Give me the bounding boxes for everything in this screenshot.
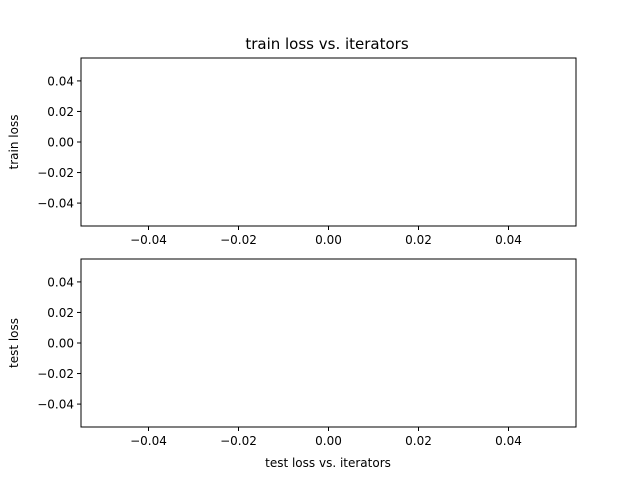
- train-loss-x-tick-label: −0.04: [130, 233, 167, 247]
- test-loss-x-tick-label: 0.02: [405, 434, 432, 448]
- train-loss-y-tick-label: 0.00: [47, 136, 74, 150]
- test-loss-y-tick-label: 0.00: [47, 337, 74, 351]
- train-loss-title: train loss vs. iterators: [245, 35, 409, 53]
- test-loss-subplot: test loss test loss vs. iterators −0.04−…: [7, 258, 577, 470]
- test-loss-x-tick-label: 0.00: [315, 434, 342, 448]
- train-loss-y-tick-label: 0.02: [47, 105, 74, 119]
- train-loss-x-tick-label: −0.02: [220, 233, 257, 247]
- train-loss-subplot: train loss vs. iterators train loss −0.0…: [7, 35, 577, 247]
- test-loss-y-axis-label: test loss: [7, 318, 21, 368]
- train-loss-y-tick-label: −0.04: [37, 197, 74, 211]
- train-loss-y-tick-label: −0.02: [37, 166, 74, 180]
- test-loss-y-tick-label: 0.04: [47, 275, 74, 289]
- test-loss-ticks: −0.04 −0.02 0.00 0.02 0.04 0.04 0.02 0.00 −0.02 −…: [37, 275, 522, 448]
- train-loss-x-tick-label: 0.02: [405, 233, 432, 247]
- test-loss-x-tick-label: −0.04: [130, 434, 167, 448]
- train-loss-x-tick-label: 0.00: [315, 233, 342, 247]
- test-loss-y-tick-label: −0.02: [37, 367, 74, 381]
- test-loss-x-tick-label: −0.02: [220, 434, 257, 448]
- train-loss-axes-frame: [80, 57, 577, 227]
- train-loss-y-axis-label: train loss: [7, 115, 21, 170]
- test-loss-x-tick-label: 0.04: [495, 434, 522, 448]
- test-loss-axes-frame: [80, 258, 577, 428]
- test-loss-x-axis-label: test loss vs. iterators: [265, 456, 391, 470]
- train-loss-ticks: −0.04 −0.02 0.00 0.02 0.04 0.04 0.02 0.00 −0.02 −…: [37, 74, 522, 247]
- train-loss-y-tick-label: 0.04: [47, 74, 74, 88]
- test-loss-y-tick-label: 0.02: [47, 306, 74, 320]
- train-loss-x-tick-label: 0.04: [495, 233, 522, 247]
- test-loss-y-tick-label: −0.04: [37, 398, 74, 412]
